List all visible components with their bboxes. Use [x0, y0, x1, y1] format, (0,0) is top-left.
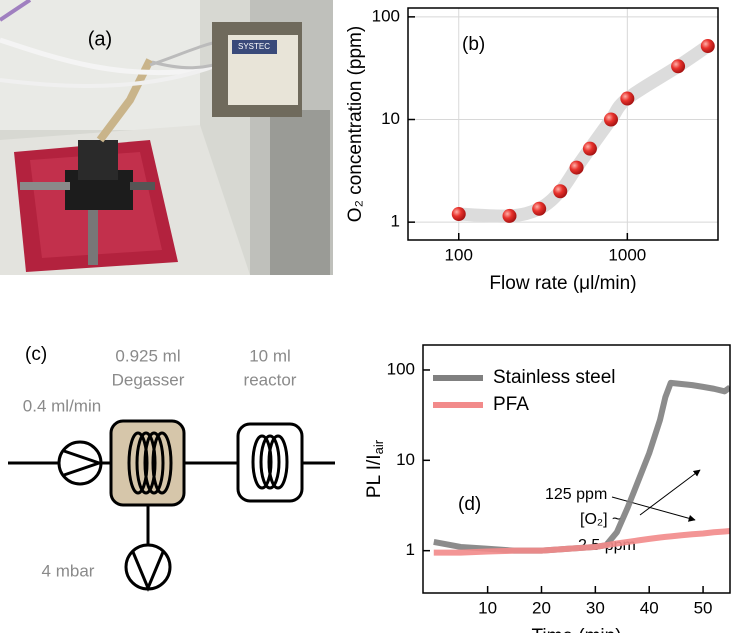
annotation: [O₂] ~	[580, 511, 621, 528]
y-tick-label: 1	[406, 540, 415, 559]
y-tick-label: 100	[387, 359, 415, 378]
x-tick-label: 100	[445, 245, 473, 264]
degasser-volume: 0.925 ml	[115, 346, 180, 365]
point	[569, 160, 584, 175]
flow-label: 0.4 ml/min	[23, 396, 101, 415]
y-tick-label: 100	[372, 6, 400, 25]
plot-frame	[407, 7, 719, 241]
photo: SYSTEC (a)	[0, 0, 333, 275]
point	[532, 201, 547, 216]
reactor-label: reactor	[244, 370, 297, 389]
y-axis-label-main: O₂ concentration (ppm)	[345, 26, 366, 222]
x-tick-label: 10	[478, 598, 497, 617]
y-axis-label: O₂ concentration (ppm)	[345, 26, 366, 222]
y-axis-label: PL I/Iair	[364, 439, 386, 498]
x-tick-label: 1000	[608, 245, 646, 264]
point	[671, 59, 686, 74]
arrow	[611, 496, 696, 522]
point	[451, 207, 466, 222]
device-label: SYSTEC	[238, 42, 270, 51]
y-axis-label-main: PL I/I	[364, 454, 385, 498]
degasser-label: Degasser	[112, 370, 185, 389]
point	[700, 39, 715, 54]
x-tick-label: 20	[532, 598, 551, 617]
fit-curve	[452, 39, 715, 223]
x-tick-label: 30	[586, 598, 605, 617]
point	[620, 91, 635, 106]
panel-label: (a)	[88, 28, 112, 50]
x-axis-label: Flow rate (μl/min)	[489, 273, 636, 294]
panel-label: (c)	[25, 344, 47, 365]
legend-label: Stainless steel	[493, 367, 616, 388]
diagram	[8, 419, 335, 592]
y-tick-label: 10	[381, 109, 400, 128]
panel-label: (d)	[458, 494, 481, 515]
point	[582, 141, 597, 156]
annotation: 125 ppm	[545, 486, 607, 503]
line	[433, 528, 730, 556]
x-tick-label: 50	[694, 598, 713, 617]
reactor-volume: 10 ml	[249, 346, 291, 365]
vacuum-label: 4 mbar	[42, 561, 95, 580]
y-tick-label: 1	[391, 212, 400, 231]
plot-frame	[422, 344, 731, 594]
arrow	[639, 469, 701, 516]
y-axis-label-sub: air	[371, 439, 386, 454]
x-tick-label: 40	[640, 598, 659, 617]
panel-label: (b)	[462, 34, 485, 55]
point	[502, 208, 517, 223]
legend-label: PFA	[493, 394, 529, 415]
vacuum-pump	[124, 543, 172, 591]
y-tick-label: 10	[396, 450, 415, 469]
point	[553, 184, 568, 199]
point	[603, 112, 618, 127]
x-axis-label: Time (min)	[531, 626, 621, 633]
